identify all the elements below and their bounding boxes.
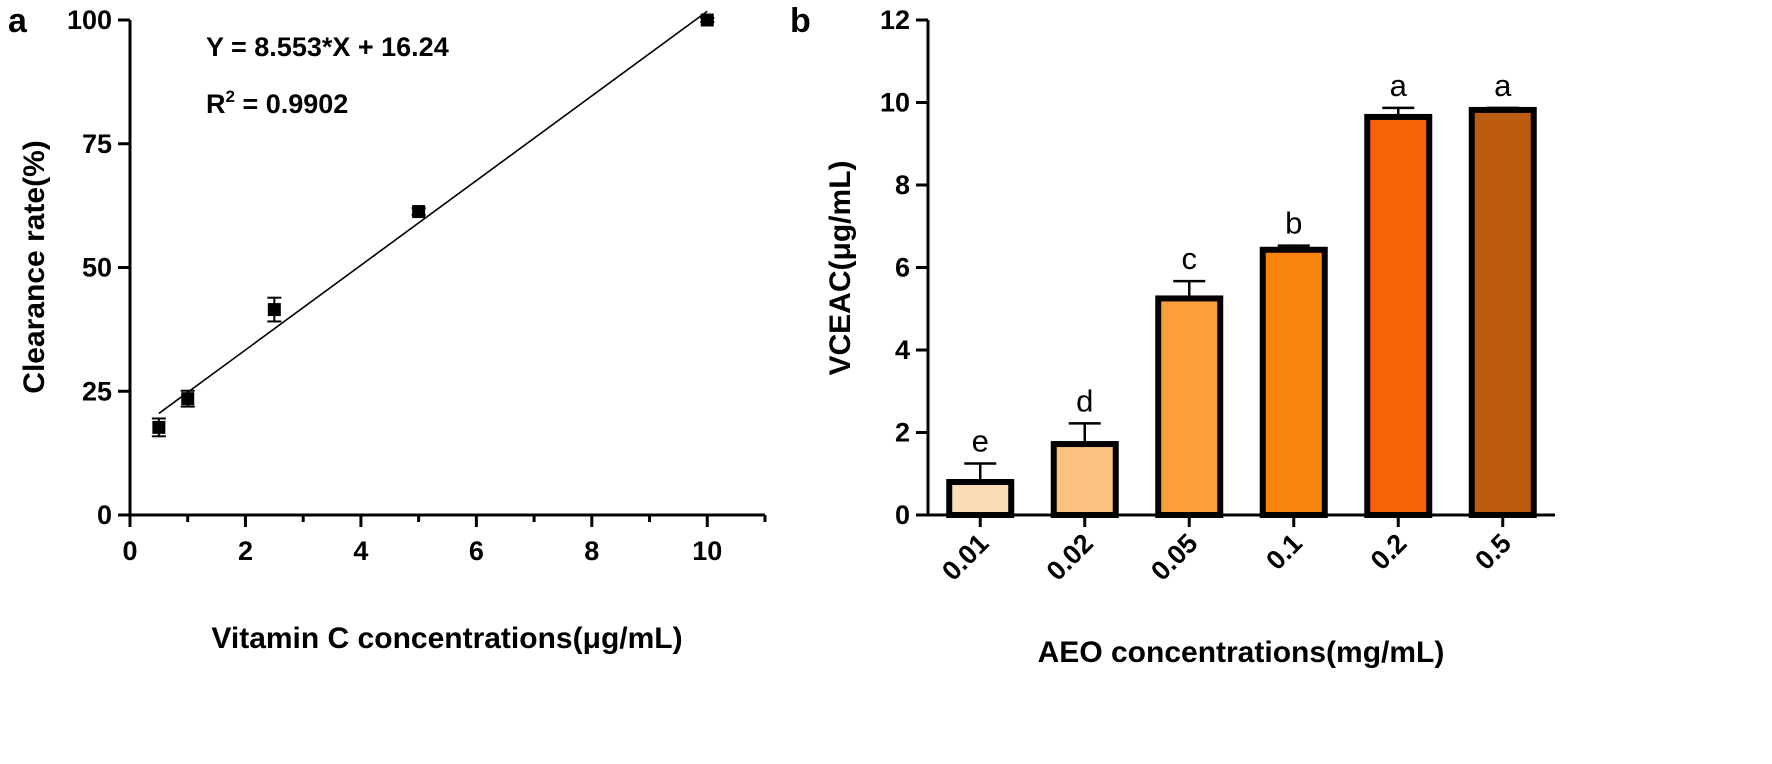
bar: [1468, 106, 1537, 519]
panel-b-x-tick-label: 0.05: [1145, 528, 1203, 586]
panel-b-y-tick-label: 6: [895, 253, 910, 283]
panel-b-y-axis-title: VCEAC(μg/mL): [824, 160, 857, 375]
panel-a-points: [151, 13, 715, 438]
panel-a-label: a: [8, 2, 28, 40]
bar: [946, 479, 1015, 518]
panel-a-y-tick-label: 25: [82, 376, 112, 406]
significance-letter: a: [1390, 68, 1408, 103]
panel-a-x-tick-label: 2: [238, 536, 253, 566]
panel-b-x-tick-label: 0.02: [1041, 528, 1099, 586]
regression-equation: Y = 8.553*X + 16.24: [206, 32, 449, 62]
panel-b-bars: e d c b a a: [946, 68, 1537, 519]
panel-b-x-tick-label: 0.1: [1260, 528, 1308, 576]
bar: [1155, 295, 1224, 518]
panel-a-x-tick-label: 10: [692, 536, 722, 566]
data-point: [700, 13, 714, 27]
panel-b-label: b: [790, 2, 811, 40]
bar: [1364, 113, 1433, 518]
significance-letter: b: [1285, 206, 1302, 241]
panel-a-x-tick-label: 6: [469, 536, 484, 566]
panel-a-x-tick-label: 0: [122, 536, 137, 566]
data-point: [267, 303, 281, 317]
panel-a-y-axis-title: Clearance rate(%): [18, 140, 51, 393]
fit-line: [158, 10, 708, 415]
panel-a-x-tick-label: 4: [353, 536, 368, 566]
panel-b-y-tick-label: 8: [895, 170, 910, 200]
panel-b-x-axis-title: AEO concentrations(mg/mL): [1038, 636, 1445, 669]
panel-b-x-tick-label: 0.01: [936, 528, 994, 586]
bar: [1259, 246, 1328, 518]
significance-letter: d: [1076, 383, 1093, 418]
significance-letter: c: [1182, 241, 1198, 276]
panel-a-y-tick-label: 75: [82, 129, 112, 159]
bar: [1050, 441, 1119, 518]
panel-a-y-tick-label: 50: [82, 253, 112, 283]
data-point: [181, 392, 195, 406]
panel-b-y-tick-label: 2: [895, 418, 910, 448]
panel-a-fit-line: [158, 10, 708, 415]
significance-letter: e: [972, 423, 989, 458]
panel-a-y-tick-label: 0: [97, 500, 112, 530]
panel-b-x-tick-label: 0.5: [1469, 528, 1517, 576]
r-squared: R2 = 0.9902: [206, 87, 348, 119]
panel-b-y-tick-label: 4: [895, 335, 910, 365]
panel-a-x-axis-title: Vitamin C concentrations(μg/mL): [211, 622, 682, 655]
panel-a-axes: 0 25 50 75 100 0 2 4 6 8 10: [67, 5, 767, 566]
panel-a-y-tick-label: 100: [67, 5, 112, 35]
panel-b-y-tick-label: 12: [880, 5, 910, 35]
panel-b-y-tick-label: 0: [895, 500, 910, 530]
panel-a-x-tick-label: 8: [584, 536, 599, 566]
significance-letter: a: [1494, 68, 1512, 103]
data-point: [152, 420, 166, 434]
panel-b-x-tick-label: 0.2: [1365, 528, 1413, 576]
panel-b-y-tick-label: 10: [880, 88, 910, 118]
data-point: [412, 205, 426, 219]
